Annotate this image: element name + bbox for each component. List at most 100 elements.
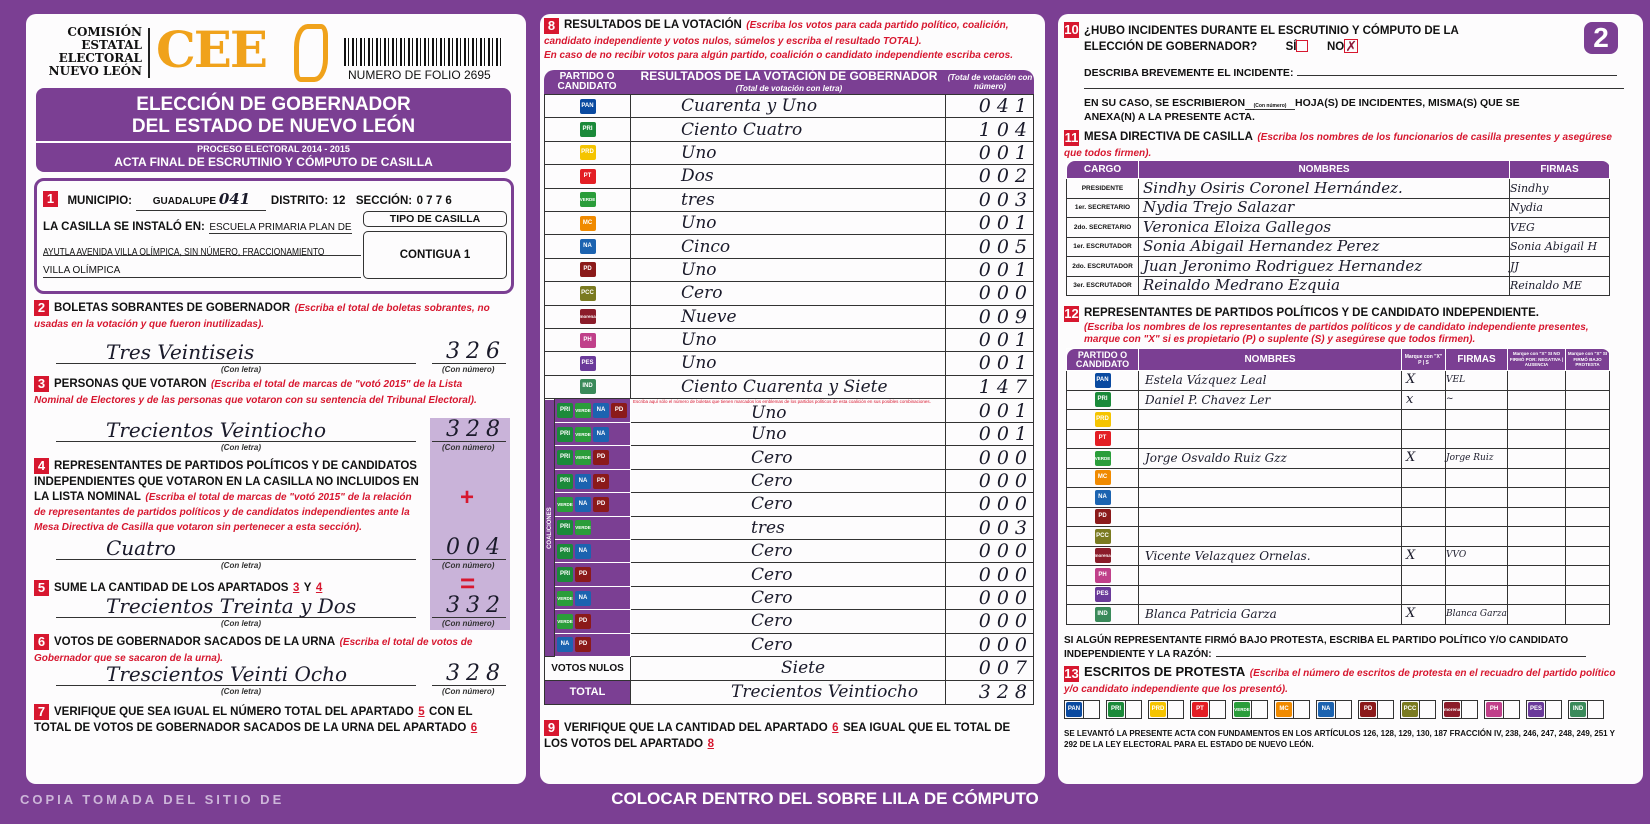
section-5-numero-field[interactable]: 332 <box>432 594 506 618</box>
negativa-field[interactable] <box>1507 389 1566 410</box>
votes-numero[interactable]: 001 <box>945 257 1034 283</box>
nombre-field[interactable]: Sindhy Osiris Coronel Hernández. <box>1138 178 1510 199</box>
protest-box[interactable]: PT <box>1190 700 1226 719</box>
protesta-field[interactable] <box>1565 487 1610 508</box>
votes-letra[interactable]: tres <box>630 187 946 212</box>
nombre-field[interactable]: Vicente Velazquez Ornelas. <box>1138 545 1402 566</box>
protesta-field[interactable] <box>1565 428 1610 449</box>
votes-letra[interactable]: Uno <box>630 210 946 236</box>
nombre-field[interactable]: Sonia Abigail Hernandez Perez <box>1138 236 1510 257</box>
firma-field[interactable] <box>1445 565 1508 586</box>
votes-numero[interactable]: 000 <box>945 539 1034 564</box>
votes-letra[interactable]: Dos <box>630 164 946 189</box>
votes-numero[interactable]: 000 <box>945 609 1034 634</box>
votes-numero[interactable]: 000 <box>945 492 1034 517</box>
nombre-field[interactable] <box>1138 487 1402 508</box>
section-4-numero-field[interactable]: 004 <box>432 536 506 560</box>
negativa-field[interactable] <box>1507 584 1566 605</box>
p-s-field[interactable] <box>1401 487 1446 508</box>
protesta-field[interactable] <box>1565 389 1610 410</box>
votes-numero[interactable]: 001 <box>945 327 1034 353</box>
firma-field[interactable]: Sindhy <box>1509 178 1610 199</box>
nombre-field[interactable] <box>1138 565 1402 586</box>
section-5-letra-field[interactable]: Trecientos Treinta y Dos <box>56 594 416 618</box>
firma-field[interactable]: Blanca Garza <box>1445 604 1508 625</box>
nombre-field[interactable] <box>1138 409 1402 430</box>
protesta-field[interactable] <box>1565 545 1610 566</box>
negativa-field[interactable] <box>1507 506 1566 527</box>
p-s-field[interactable] <box>1401 409 1446 430</box>
nombre-field[interactable]: Nydia Trejo Salazar <box>1138 197 1510 218</box>
votes-numero[interactable]: 009 <box>945 304 1034 329</box>
negativa-field[interactable] <box>1507 428 1566 449</box>
protest-reason-field[interactable] <box>1215 647 1586 657</box>
section-3-numero-field[interactable]: 328 <box>432 418 506 442</box>
protest-box[interactable]: morena <box>1442 700 1478 719</box>
negativa-field[interactable] <box>1507 487 1566 508</box>
votes-numero[interactable]: 000 <box>945 445 1034 470</box>
votes-letra[interactable]: Cero <box>630 492 946 517</box>
votes-numero[interactable]: 003 <box>945 515 1034 541</box>
firma-field[interactable]: Reinaldo ME <box>1509 275 1610 296</box>
nombre-field[interactable] <box>1138 428 1402 449</box>
negativa-field[interactable] <box>1507 526 1566 547</box>
votes-numero[interactable]: 001 <box>945 210 1034 236</box>
protest-box[interactable]: MC <box>1274 700 1310 719</box>
nombre-field[interactable] <box>1138 506 1402 527</box>
votes-numero[interactable]: 041 <box>945 93 1034 119</box>
firma-field[interactable]: JJ <box>1509 256 1610 277</box>
p-s-field[interactable]: x <box>1401 389 1446 410</box>
votes-letra[interactable]: Uno <box>630 140 946 166</box>
section-4-letra-field[interactable]: Cuatro <box>56 536 416 560</box>
firma-field[interactable] <box>1445 526 1508 547</box>
protesta-field[interactable] <box>1565 370 1610 391</box>
votes-letra[interactable]: Uno <box>630 257 946 283</box>
firma-field[interactable] <box>1445 487 1508 508</box>
protest-box[interactable]: PH <box>1484 700 1520 719</box>
protesta-field[interactable] <box>1565 584 1610 605</box>
votes-numero[interactable]: 000 <box>945 468 1034 494</box>
nombre-field[interactable]: Reinaldo Medrano Ezquia <box>1138 275 1510 296</box>
votes-numero[interactable]: 003 <box>945 187 1034 212</box>
section-2-numero-field[interactable]: 326 <box>432 340 506 364</box>
votes-letra[interactable]: tres <box>630 515 946 541</box>
nombre-field[interactable]: Juan Jeronimo Rodriguez Hernandez <box>1138 256 1510 277</box>
firma-field[interactable]: VEL <box>1445 370 1508 391</box>
votes-letra[interactable]: Siete <box>630 655 946 681</box>
votes-letra[interactable]: Cero <box>630 609 946 634</box>
p-s-field[interactable] <box>1401 467 1446 488</box>
negativa-field[interactable] <box>1507 604 1566 625</box>
firma-field[interactable]: Jorge Ruiz <box>1445 448 1508 469</box>
protest-box[interactable]: VERDE <box>1232 700 1268 719</box>
votes-numero[interactable]: 001 <box>945 351 1034 376</box>
p-s-field[interactable]: X <box>1401 370 1446 391</box>
p-s-field[interactable] <box>1401 428 1446 449</box>
protest-box[interactable]: PD <box>1358 700 1394 719</box>
nombre-field[interactable] <box>1138 584 1402 605</box>
protesta-field[interactable] <box>1565 467 1610 488</box>
negativa-field[interactable] <box>1507 467 1566 488</box>
firma-field[interactable] <box>1445 428 1508 449</box>
firma-field[interactable] <box>1445 467 1508 488</box>
votes-numero[interactable]: 000 <box>945 632 1034 657</box>
section-2-letra-field[interactable]: Tres Veintiseis <box>56 340 416 364</box>
p-s-field[interactable]: X <box>1401 545 1446 566</box>
negativa-field[interactable] <box>1507 409 1566 430</box>
section-6-numero-field[interactable]: 328 <box>432 662 506 686</box>
p-s-field[interactable] <box>1401 526 1446 547</box>
protesta-field[interactable] <box>1565 506 1610 527</box>
p-s-field[interactable] <box>1401 584 1446 605</box>
nombre-field[interactable]: Veronica Eloiza Gallegos <box>1138 217 1510 238</box>
firma-field[interactable]: ~ <box>1445 389 1508 410</box>
protest-box[interactable]: NA <box>1316 700 1352 719</box>
votes-numero[interactable]: 104 <box>945 117 1034 142</box>
negativa-field[interactable] <box>1507 565 1566 586</box>
incident-line[interactable] <box>1084 88 1624 89</box>
votes-letra[interactable]: Cero <box>630 632 946 657</box>
si-checkbox[interactable] <box>1296 39 1309 52</box>
nombre-field[interactable]: Jorge Osvaldo Ruiz Gzz <box>1138 448 1402 469</box>
votes-numero[interactable]: 147 <box>945 374 1034 400</box>
firma-field[interactable] <box>1445 409 1508 430</box>
firma-field[interactable] <box>1445 584 1508 605</box>
negativa-field[interactable] <box>1507 448 1566 469</box>
